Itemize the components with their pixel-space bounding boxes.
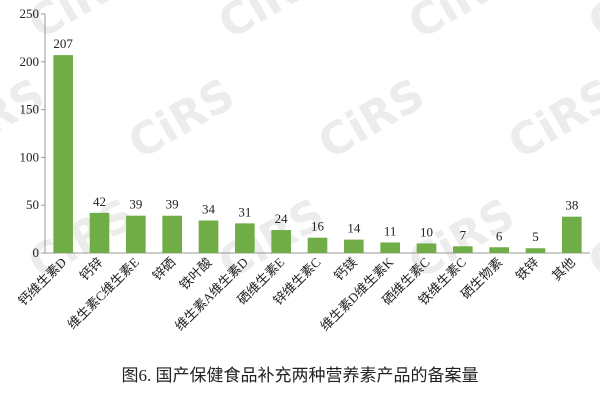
bar [53,55,73,253]
chart-caption: 图6. 国产保健食品补充两种营养素产品的备案量 [122,366,479,385]
value-label: 31 [238,204,251,219]
y-tick-label: 50 [26,197,39,212]
bar [307,237,328,253]
bar [416,243,437,253]
value-label: 42 [93,194,106,209]
value-label: 14 [347,221,361,236]
bar [271,230,291,253]
bar [126,215,146,253]
bar [525,248,546,253]
value-label: 39 [166,197,179,212]
value-label: 207 [53,36,73,51]
bar [489,247,509,253]
y-tick-label: 200 [20,54,40,69]
value-label: 39 [129,197,142,212]
bar [89,212,110,253]
value-label: 34 [202,201,216,216]
bar [162,215,182,253]
bar [562,216,582,253]
bar [198,220,219,253]
value-label: 16 [311,219,325,234]
y-tick-label: 250 [20,6,40,21]
value-label: 7 [460,227,467,242]
value-label: 38 [565,198,578,213]
y-tick-label: 100 [20,149,40,164]
value-label: 6 [496,228,503,243]
value-label: 10 [420,224,433,239]
bar [380,242,400,253]
bar [453,246,473,253]
value-label: 5 [532,229,539,244]
y-tick-label: 0 [33,245,40,260]
value-label: 24 [275,211,289,226]
bar [344,239,364,253]
value-label: 11 [384,223,397,238]
bar [235,223,255,253]
y-tick-label: 150 [20,102,40,117]
